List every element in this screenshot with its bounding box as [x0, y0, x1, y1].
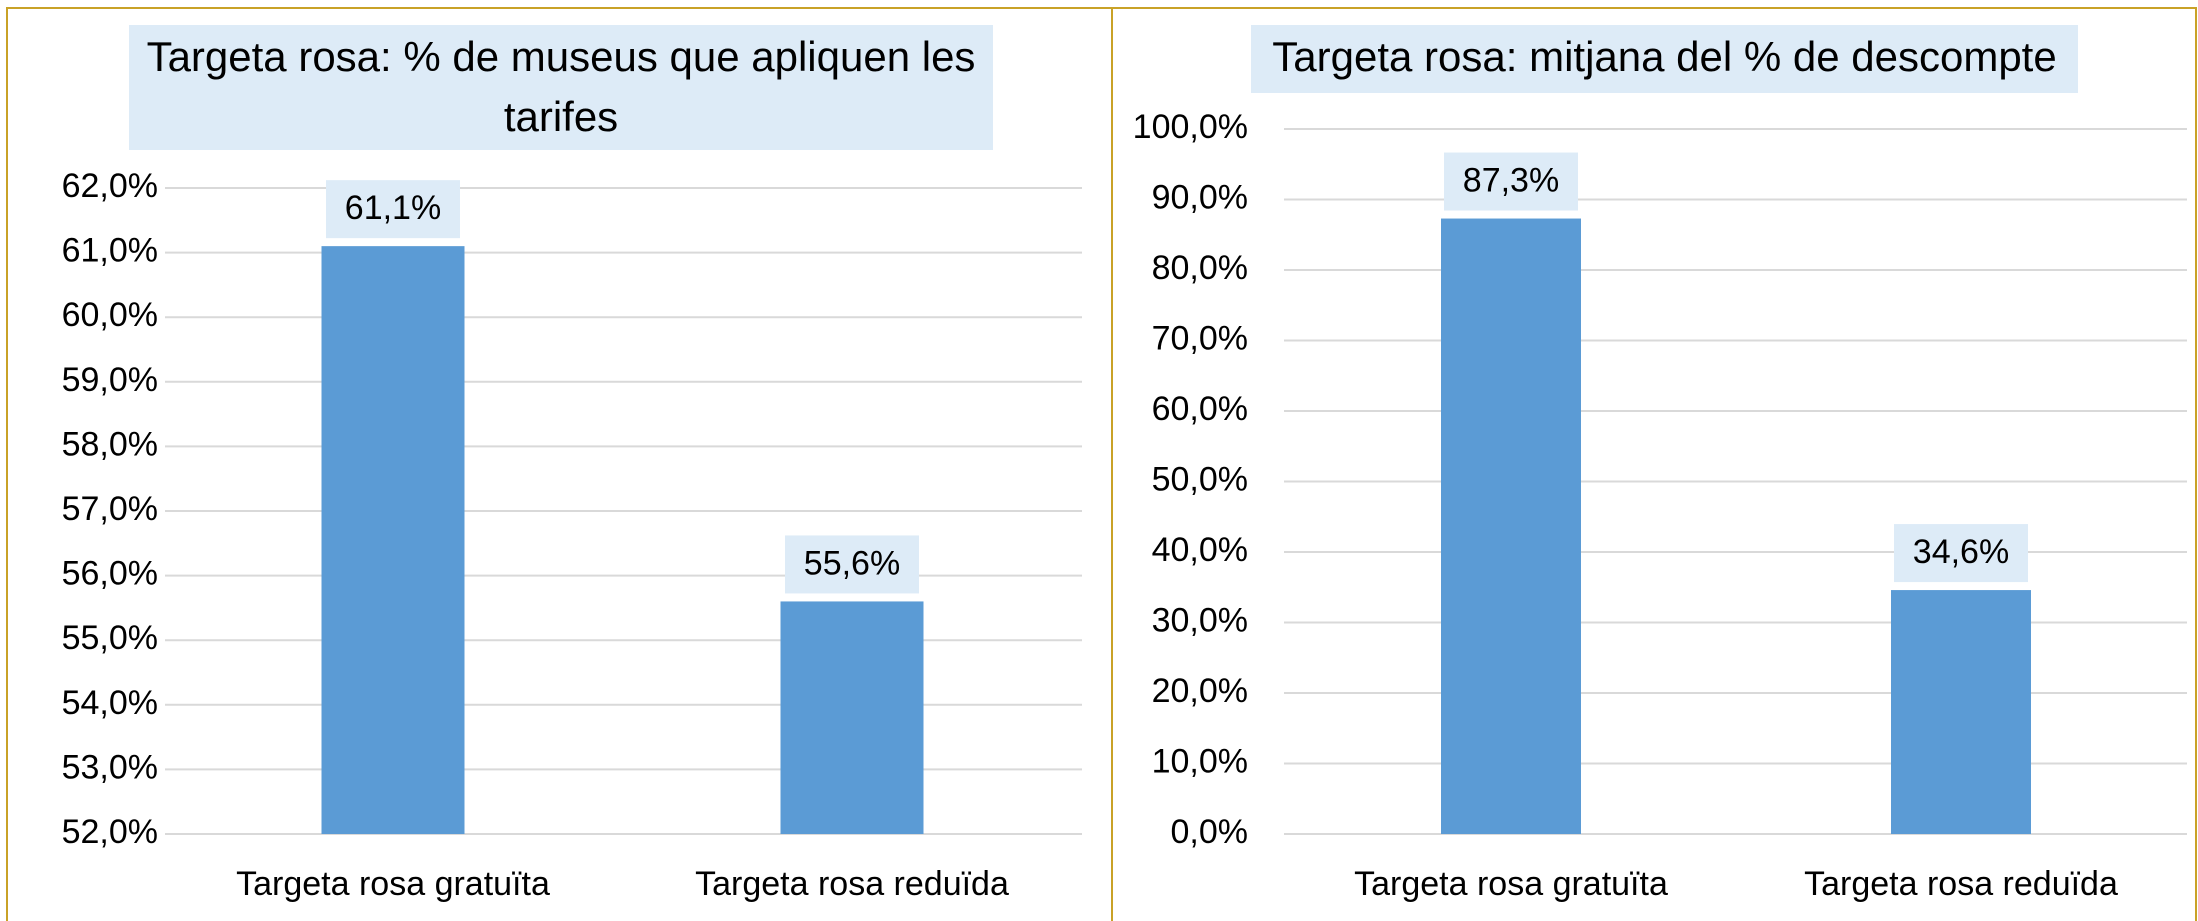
y-tick-label: 58,0%: [62, 425, 158, 463]
y-tick-label: 62,0%: [62, 167, 158, 205]
y-tick-label: 40,0%: [1152, 531, 1248, 569]
data-label-bg: [785, 535, 919, 594]
x-tick-label: Targeta rosa gratuïta: [1354, 865, 1668, 903]
bar: [321, 246, 465, 834]
bar: [780, 601, 924, 834]
data-label: 87,3%: [1463, 162, 1559, 200]
y-tick-label: 61,0%: [62, 232, 158, 270]
y-tick-label: 50,0%: [1152, 460, 1248, 498]
y-tick-label: 70,0%: [1152, 319, 1248, 357]
x-tick-label: Targeta rosa gratuïta: [236, 865, 550, 903]
chart-title: Targeta rosa: % de museus que apliquen l…: [129, 25, 993, 150]
data-label: 55,6%: [804, 544, 900, 582]
y-tick-label: 60,0%: [1152, 390, 1248, 428]
y-tick-label: 56,0%: [62, 555, 158, 593]
bar: [1891, 590, 2031, 834]
data-label-bg: [326, 180, 460, 239]
y-tick-label: 55,0%: [62, 619, 158, 657]
y-tick-label: 100,0%: [1133, 108, 1248, 146]
y-tick-label: 90,0%: [1152, 178, 1248, 216]
x-tick-label: Targeta rosa reduïda: [695, 865, 1009, 903]
y-tick-label: 54,0%: [62, 684, 158, 722]
y-tick-label: 80,0%: [1152, 249, 1248, 287]
y-tick-label: 10,0%: [1152, 742, 1248, 780]
y-tick-label: 30,0%: [1152, 601, 1248, 639]
y-tick-label: 53,0%: [62, 748, 158, 786]
y-tick-label: 20,0%: [1152, 672, 1248, 710]
data-label: 61,1%: [345, 189, 441, 227]
x-tick-label: Targeta rosa reduïda: [1804, 865, 2118, 903]
y-tick-label: 59,0%: [62, 361, 158, 399]
data-label-bg: [1444, 152, 1578, 211]
panel-border: [6, 7, 2197, 921]
data-label: 34,6%: [1913, 533, 2009, 571]
y-tick-label: 52,0%: [62, 813, 158, 851]
chart-title: Targeta rosa: mitjana del % de descompte: [1251, 25, 2078, 93]
data-label-bg: [1894, 524, 2028, 583]
y-tick-label: 0,0%: [1171, 813, 1249, 851]
bar: [1441, 218, 1581, 834]
y-tick-label: 60,0%: [62, 296, 158, 334]
y-tick-label: 57,0%: [62, 490, 158, 528]
